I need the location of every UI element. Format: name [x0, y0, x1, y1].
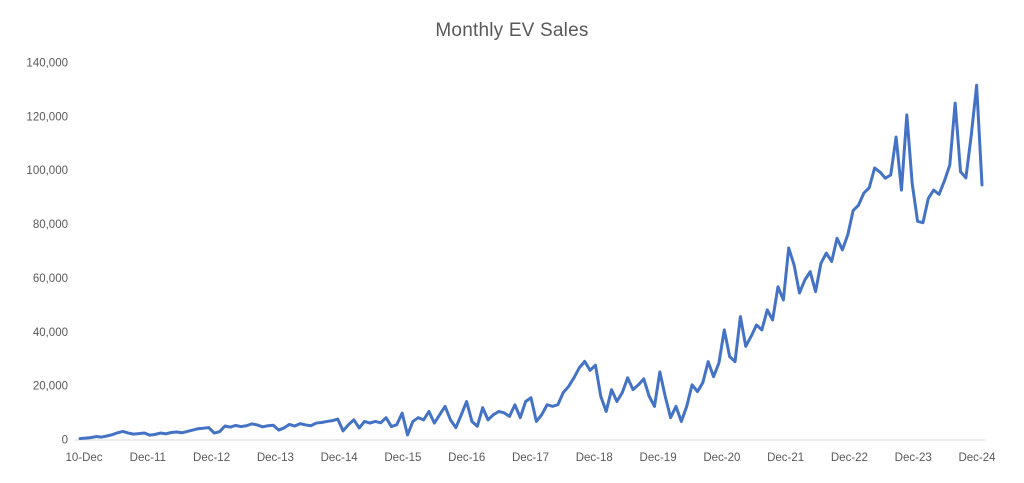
x-axis-tick-label: Dec-15: [384, 452, 421, 464]
y-axis-tick-label: 120,000: [26, 111, 68, 123]
x-axis-tick-label: Dec-16: [448, 452, 485, 464]
y-axis-tick-label: 20,000: [33, 381, 68, 393]
x-axis-tick-label: Dec-22: [831, 452, 868, 464]
x-axis-tick-label: Dec-14: [321, 452, 359, 464]
y-axis-tick-label: 40,000: [33, 327, 68, 339]
x-axis-tick-label: Dec-21: [767, 452, 804, 464]
x-axis-tick-label: Dec-19: [640, 452, 677, 464]
ev-sales-line: [78, 83, 984, 441]
x-axis-tick-label: Dec-13: [257, 452, 294, 464]
x-axis-tick-label: 10-Dec: [65, 452, 102, 464]
y-axis-tick-label: 100,000: [26, 165, 68, 177]
x-axis-tick-label: Dec-18: [576, 452, 613, 464]
y-axis-tick-label: 140,000: [26, 57, 68, 69]
x-axis-tick-label: Dec-12: [193, 452, 230, 464]
x-axis-tick-label: Dec-23: [895, 452, 932, 464]
y-axis-tick-label: 60,000: [33, 273, 68, 285]
y-axis-tick-label: 80,000: [33, 219, 68, 231]
x-axis-tick-label: Dec-17: [512, 452, 549, 464]
chart-title: Monthly EV Sales: [435, 20, 589, 41]
x-axis-tick-label: Dec-11: [130, 452, 166, 464]
x-axis-tick-label: Dec-24: [958, 452, 996, 464]
x-axis-tick-label: Dec-20: [703, 452, 740, 464]
y-axis-tick-label: 0: [62, 435, 68, 447]
